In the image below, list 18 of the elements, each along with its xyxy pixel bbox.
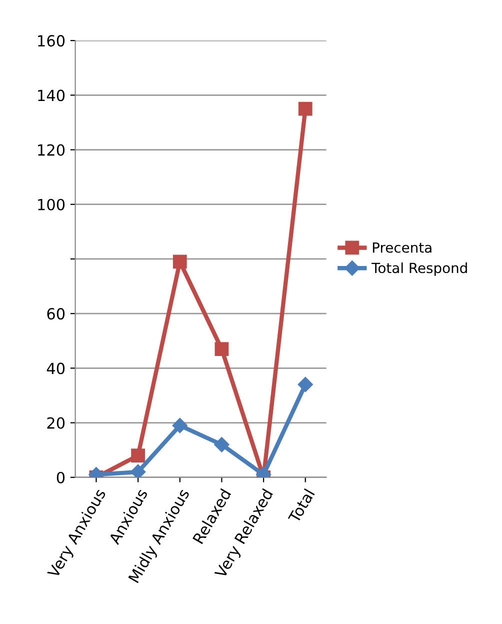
y-tick-label: 40 <box>46 362 65 374</box>
y-tick-label: 20 <box>47 417 65 429</box>
point <box>172 254 187 269</box>
point <box>214 342 229 356</box>
y-tick-label: 60 <box>47 308 65 320</box>
legend-label: Total Respond <box>372 262 467 276</box>
point <box>130 464 146 478</box>
point <box>214 437 230 452</box>
point <box>131 448 145 462</box>
point <box>172 418 188 434</box>
point <box>298 102 312 116</box>
y-tick-label: 100 <box>38 198 65 210</box>
legend-label: Precenta <box>372 242 432 253</box>
y-tick-label: 0 <box>56 472 65 484</box>
y-tick-label: 160 <box>38 35 65 47</box>
point <box>298 376 313 392</box>
y-tick-label: 140 <box>38 90 65 102</box>
y-tick-label: 120 <box>38 144 65 156</box>
